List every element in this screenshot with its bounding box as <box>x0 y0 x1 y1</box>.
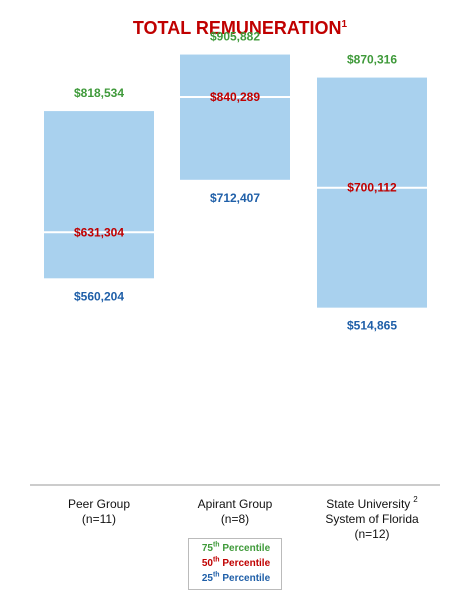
label-75th: $818,534 <box>74 86 124 100</box>
category-label: Apirant Group <box>198 497 273 511</box>
category-label: State University 2 <box>326 495 418 511</box>
label-25th: $514,865 <box>347 319 397 333</box>
legend-text: Percentile <box>222 573 271 584</box>
range-bar <box>44 111 154 279</box>
legend-ordinal: 50 <box>201 558 213 569</box>
chart-legend: 75th Percentile 50th Percentile 25th Per… <box>188 538 282 590</box>
label-25th: $712,407 <box>210 191 260 205</box>
legend-item-25th: 25th Percentile <box>189 571 283 585</box>
legend-suffix: th <box>212 571 220 579</box>
legend-item-75th: 75th Percentile <box>189 541 283 555</box>
category-label: (n=12) <box>354 527 389 541</box>
label-50th: $631,304 <box>74 225 124 239</box>
range-bar <box>180 54 290 180</box>
category-label: Peer Group <box>68 497 130 511</box>
category-label: System of Florida <box>325 512 419 526</box>
legend-ordinal: 25 <box>201 573 213 584</box>
label-25th: $560,204 <box>74 289 124 303</box>
legend-text: Percentile <box>222 543 271 554</box>
chart-title: TOTAL REMUNERATION1 <box>133 18 348 38</box>
label-75th: $870,316 <box>347 53 397 67</box>
category-label: (n=11) <box>82 512 116 526</box>
label-50th: $700,112 <box>347 181 397 195</box>
title-footnote: 1 <box>342 19 348 30</box>
legend-text: Percentile <box>222 558 271 569</box>
legend-suffix: th <box>212 541 220 549</box>
range-bar <box>317 77 427 308</box>
legend-ordinal: 75 <box>201 543 213 554</box>
label-75th: $905,882 <box>210 30 260 44</box>
legend-item-50th: 50th Percentile <box>189 556 283 570</box>
category-label: (n=8) <box>221 512 249 526</box>
category-footnote: 2 <box>413 495 418 504</box>
label-50th: $840,289 <box>210 90 260 104</box>
legend-suffix: th <box>212 556 220 564</box>
